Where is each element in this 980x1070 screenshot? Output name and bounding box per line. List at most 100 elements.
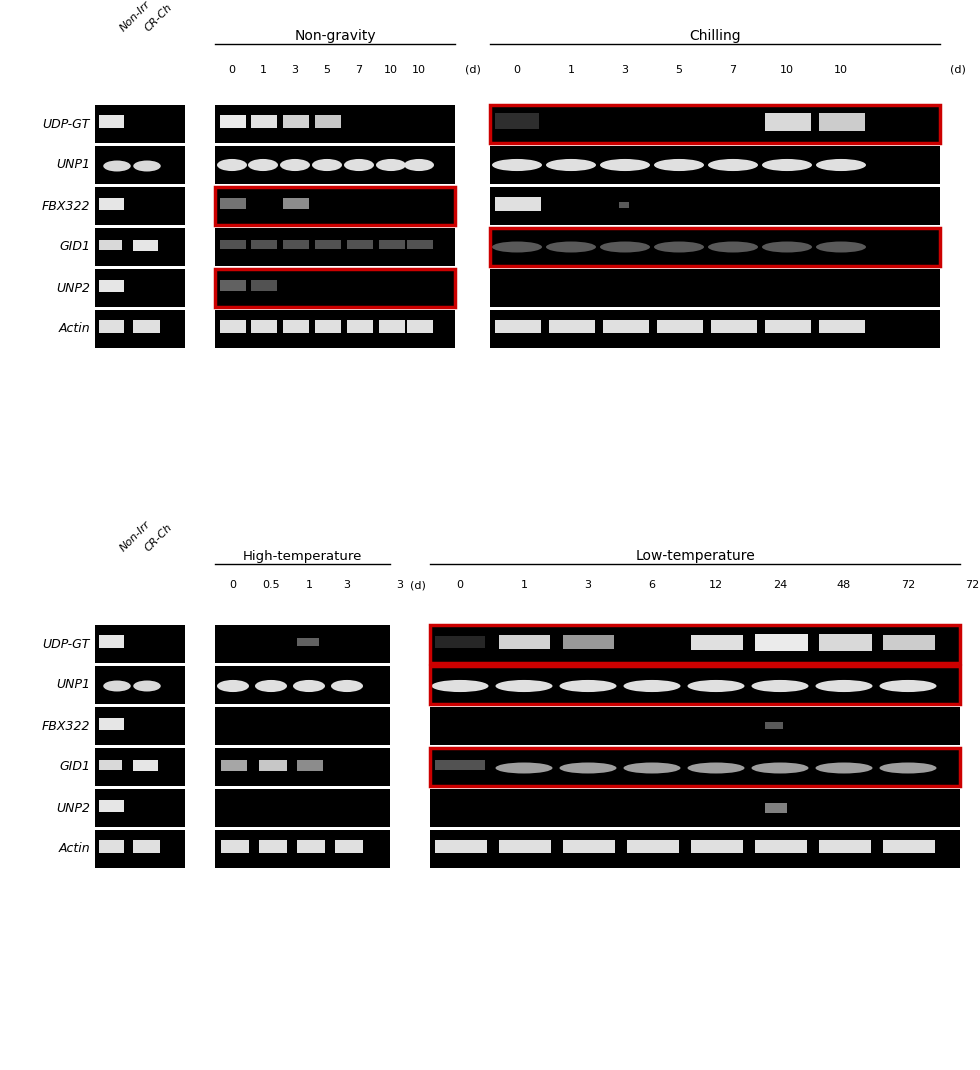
Text: 10: 10 [384, 65, 398, 75]
Text: UNP2: UNP2 [56, 281, 90, 294]
Bar [819, 840, 871, 853]
Ellipse shape [816, 242, 866, 253]
Bar [215, 830, 390, 868]
Text: 10: 10 [412, 65, 426, 75]
Bar [99, 635, 124, 648]
Bar [563, 635, 614, 649]
Bar [220, 240, 246, 249]
Text: Non-Irr: Non-Irr [118, 0, 152, 33]
Ellipse shape [600, 159, 650, 171]
Bar [490, 105, 940, 143]
Bar [755, 840, 807, 853]
Bar [490, 269, 940, 307]
Ellipse shape [708, 159, 758, 171]
Bar [627, 840, 679, 853]
Ellipse shape [708, 242, 758, 253]
Text: CR-Ch: CR-Ch [143, 522, 174, 553]
Ellipse shape [133, 160, 161, 171]
Bar [99, 800, 124, 812]
Text: 3: 3 [584, 580, 592, 590]
Bar [251, 280, 277, 291]
Bar [215, 707, 390, 745]
Text: 12: 12 [709, 580, 723, 590]
Bar [99, 760, 122, 770]
Text: 0: 0 [229, 580, 236, 590]
Text: 6: 6 [649, 580, 656, 590]
Bar [563, 840, 615, 853]
Bar [603, 320, 649, 333]
Bar [495, 113, 539, 129]
Ellipse shape [654, 159, 704, 171]
Bar [133, 760, 158, 771]
Text: 1: 1 [520, 580, 527, 590]
Bar [379, 320, 405, 333]
Ellipse shape [133, 681, 161, 691]
Bar [99, 718, 124, 730]
Bar [430, 666, 960, 704]
Bar [215, 310, 455, 348]
Text: 0: 0 [514, 65, 520, 75]
Bar [215, 187, 455, 225]
Bar [347, 240, 373, 249]
Bar [251, 320, 277, 333]
Bar [95, 146, 185, 184]
Ellipse shape [546, 242, 596, 253]
Bar [819, 113, 865, 131]
Bar [99, 240, 122, 250]
Ellipse shape [816, 159, 866, 171]
Bar [315, 114, 341, 128]
Bar [215, 625, 390, 663]
Text: (d): (d) [950, 65, 966, 75]
Bar [490, 228, 940, 266]
Text: High-temperature: High-temperature [242, 550, 362, 563]
Text: 48: 48 [837, 580, 851, 590]
Bar [765, 802, 787, 813]
Bar [95, 228, 185, 266]
Bar [490, 105, 940, 143]
Ellipse shape [546, 159, 596, 171]
Ellipse shape [623, 763, 680, 774]
Text: 3: 3 [621, 65, 628, 75]
Bar [315, 240, 341, 249]
Ellipse shape [654, 242, 704, 253]
Bar [765, 722, 783, 729]
Bar [99, 840, 124, 853]
Bar [765, 113, 811, 131]
Text: Actin: Actin [59, 842, 90, 856]
Bar [221, 760, 247, 771]
Ellipse shape [376, 159, 406, 171]
Bar [819, 635, 872, 651]
Text: Chilling: Chilling [689, 29, 741, 43]
Bar [755, 635, 808, 651]
Ellipse shape [496, 763, 553, 774]
Text: 0: 0 [457, 580, 464, 590]
Bar [99, 198, 124, 210]
Text: UDP-GT: UDP-GT [42, 118, 90, 131]
Bar [495, 320, 541, 333]
Ellipse shape [492, 242, 542, 253]
Text: 10: 10 [834, 65, 848, 75]
Bar [883, 635, 935, 649]
Ellipse shape [217, 679, 249, 692]
Ellipse shape [103, 160, 130, 171]
Bar [220, 198, 246, 209]
Bar [99, 114, 124, 128]
Ellipse shape [431, 679, 488, 692]
Bar [430, 625, 960, 663]
Ellipse shape [815, 763, 872, 774]
Ellipse shape [762, 242, 812, 253]
Bar [95, 748, 185, 786]
Bar [435, 840, 487, 853]
Bar [297, 638, 319, 646]
Text: 0.5: 0.5 [263, 580, 280, 590]
Bar [315, 320, 341, 333]
Bar [215, 228, 455, 266]
Bar [407, 320, 433, 333]
Bar [430, 789, 960, 827]
Bar [430, 830, 960, 868]
Bar [335, 840, 363, 853]
Bar [95, 707, 185, 745]
Text: (d): (d) [410, 580, 426, 590]
Bar [251, 114, 277, 128]
Bar [95, 310, 185, 348]
